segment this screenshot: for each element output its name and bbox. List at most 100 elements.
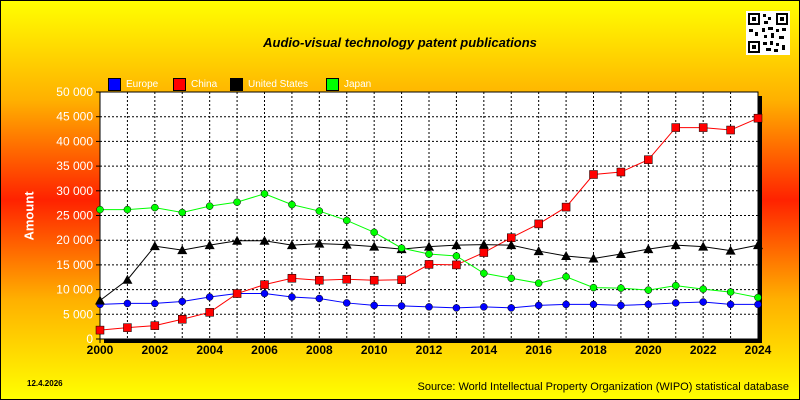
- date-stamp: 12.4.2026: [27, 379, 63, 388]
- point-united-states: [506, 240, 517, 250]
- point-united-states: [122, 274, 133, 284]
- point-china: [753, 113, 763, 123]
- point-japan: [425, 250, 433, 258]
- point-china: [644, 155, 653, 164]
- qr-code: [746, 11, 790, 55]
- y-tick-label: 50 000: [56, 85, 93, 99]
- point-europe: [507, 304, 515, 312]
- point-europe: [315, 294, 324, 303]
- x-tick-label: 2018: [580, 343, 607, 357]
- y-tick-label: 25 000: [56, 209, 93, 223]
- point-japan: [507, 274, 515, 282]
- point-united-states: [424, 241, 434, 251]
- point-united-states: [259, 235, 270, 245]
- y-tick-label: 35 000: [56, 159, 93, 173]
- point-japan: [343, 216, 351, 225]
- point-europe: [205, 293, 214, 301]
- point-europe: [534, 301, 543, 310]
- point-china: [150, 321, 160, 330]
- y-tick-label: 0: [86, 332, 93, 346]
- point-europe: [754, 300, 762, 309]
- x-tick-label: 2004: [196, 343, 223, 357]
- point-europe: [343, 299, 351, 307]
- point-united-states: [753, 240, 763, 250]
- point-united-states: [95, 295, 105, 305]
- point-europe: [617, 301, 625, 310]
- point-china: [369, 275, 379, 285]
- point-japan: [96, 205, 104, 214]
- chart-title: Audio-visual technology patent publicati…: [263, 35, 537, 50]
- point-china: [534, 219, 543, 229]
- point-europe: [425, 303, 433, 311]
- point-europe: [726, 300, 735, 309]
- point-china: [342, 274, 351, 284]
- point-europe: [644, 300, 653, 309]
- point-japan: [534, 279, 543, 287]
- y-tick-label: 20 000: [56, 233, 93, 247]
- x-tick-label: 2010: [361, 343, 388, 357]
- point-europe: [672, 299, 680, 307]
- x-tick-label: 2008: [306, 343, 333, 357]
- point-china: [671, 123, 680, 132]
- y-tick-label: 5 000: [63, 307, 93, 321]
- point-japan: [452, 252, 461, 260]
- y-tick-label: 40 000: [56, 134, 93, 148]
- point-japan: [480, 269, 488, 278]
- point-china: [287, 273, 297, 283]
- point-united-states: [588, 253, 599, 263]
- point-japan: [699, 285, 707, 293]
- point-united-states: [204, 240, 215, 250]
- x-tick-label: 2024: [745, 343, 772, 357]
- point-japan: [178, 208, 186, 217]
- x-tick-label: 2000: [87, 343, 114, 357]
- point-japan: [151, 203, 159, 212]
- point-china: [178, 314, 187, 324]
- point-china: [726, 125, 735, 135]
- point-china: [589, 170, 598, 179]
- point-europe: [480, 303, 488, 311]
- point-japan: [644, 286, 653, 294]
- legend-label-united-states: United States: [248, 79, 309, 90]
- legend-label-europe: Europe: [126, 79, 159, 90]
- point-europe: [452, 304, 461, 312]
- y-tick-label: 10 000: [56, 283, 93, 297]
- point-china: [315, 275, 324, 285]
- legend-swatch-united-states: [230, 78, 243, 91]
- x-tick-label: 2006: [251, 343, 278, 357]
- point-japan: [562, 273, 570, 281]
- point-europe: [699, 298, 707, 306]
- x-tick-label: 2016: [525, 343, 552, 357]
- point-japan: [288, 200, 296, 209]
- legend-label-china: China: [191, 79, 218, 90]
- point-united-states: [698, 241, 709, 251]
- legend-label-japan: Japan: [344, 79, 372, 90]
- point-united-states: [286, 240, 297, 250]
- legend-swatch-china: [173, 78, 186, 91]
- point-united-states: [670, 240, 681, 250]
- point-japan: [315, 207, 324, 215]
- point-china: [616, 167, 626, 177]
- point-europe: [178, 297, 186, 306]
- point-united-states: [369, 241, 380, 251]
- point-united-states: [149, 241, 160, 251]
- x-tick-label: 2002: [141, 343, 168, 357]
- point-china: [397, 275, 406, 284]
- point-japan: [726, 288, 735, 296]
- point-japan: [123, 205, 132, 214]
- y-tick-label: 45 000: [56, 110, 93, 124]
- point-japan: [233, 198, 241, 206]
- y-tick-label: 30 000: [56, 184, 93, 198]
- point-united-states: [177, 245, 188, 255]
- point-japan: [397, 244, 406, 252]
- point-europe: [370, 301, 378, 310]
- point-japan: [370, 228, 378, 237]
- point-united-states: [725, 245, 736, 255]
- point-china: [205, 308, 214, 317]
- point-china: [424, 260, 434, 269]
- point-united-states: [451, 240, 462, 250]
- x-tick-label: 2014: [470, 343, 497, 357]
- point-china: [561, 202, 571, 212]
- point-europe: [397, 302, 406, 310]
